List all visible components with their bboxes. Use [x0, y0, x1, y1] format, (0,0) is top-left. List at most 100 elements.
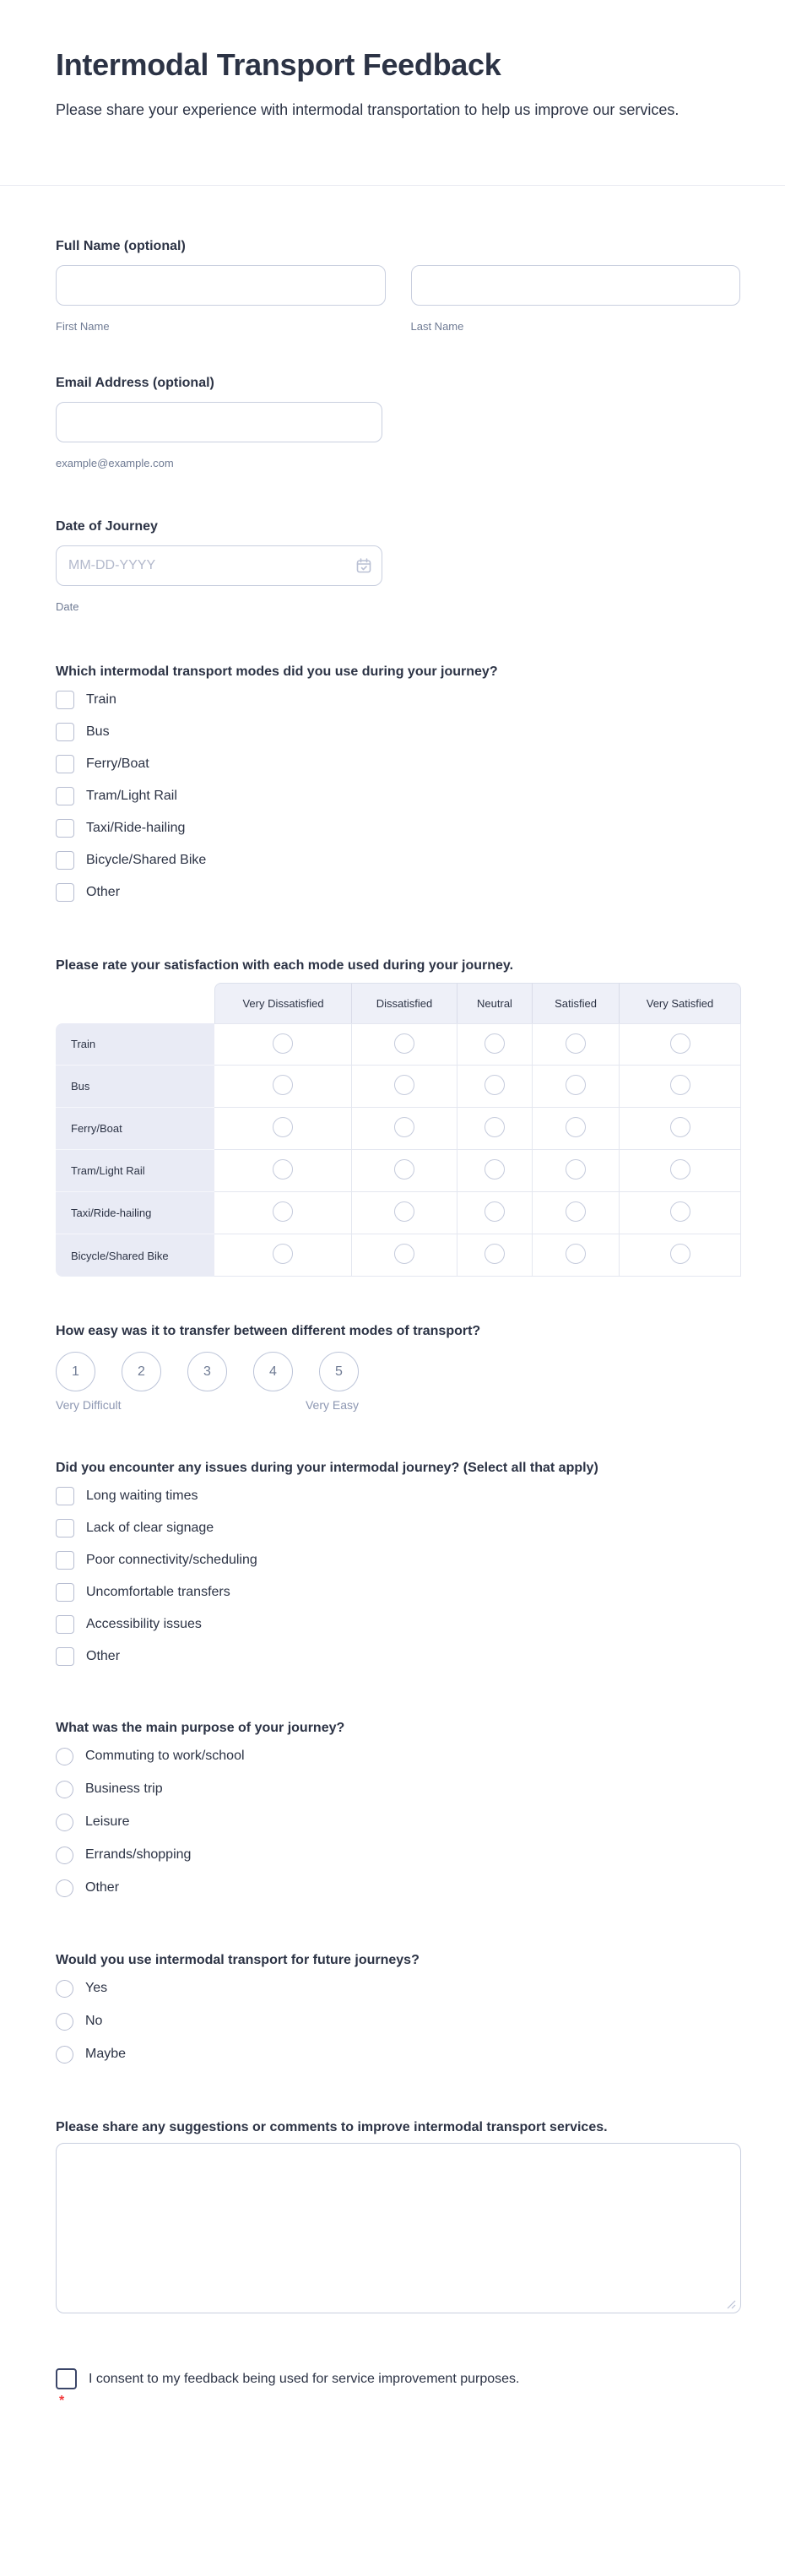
checkbox-icon[interactable]	[56, 691, 74, 709]
matrix-column-header: Dissatisfied	[352, 983, 457, 1023]
matrix-radio[interactable]	[566, 1201, 586, 1222]
checkbox-option-bicycle[interactable]: Bicycle/Shared Bike	[56, 851, 740, 870]
scale-option-3[interactable]: 3	[187, 1352, 227, 1391]
radio-option-leisure[interactable]: Leisure	[56, 1813, 740, 1831]
matrix-radio[interactable]	[566, 1117, 586, 1137]
checkbox-option-transfers[interactable]: Uncomfortable transfers	[56, 1583, 740, 1602]
radio-icon[interactable]	[56, 1879, 73, 1897]
matrix-radio[interactable]	[394, 1117, 414, 1137]
scale-option-1[interactable]: 1	[56, 1352, 95, 1391]
scale-option-2[interactable]: 2	[122, 1352, 161, 1391]
checkbox-icon[interactable]	[56, 1487, 74, 1505]
first-name-input[interactable]	[56, 265, 386, 306]
last-name-input[interactable]	[410, 265, 740, 306]
matrix-radio[interactable]	[394, 1033, 414, 1054]
checkbox-icon[interactable]	[56, 1519, 74, 1537]
radio-icon[interactable]	[56, 1813, 73, 1831]
checkbox-option-ferry[interactable]: Ferry/Boat	[56, 755, 740, 773]
matrix-radio[interactable]	[669, 1159, 690, 1180]
checkbox-icon[interactable]	[56, 1615, 74, 1634]
suggestions-textarea[interactable]	[56, 2143, 741, 2313]
matrix-radio[interactable]	[669, 1244, 690, 1264]
scale-option-5[interactable]: 5	[319, 1352, 359, 1391]
matrix-radio[interactable]	[566, 1159, 586, 1180]
date-input[interactable]	[56, 545, 382, 586]
matrix-radio[interactable]	[394, 1159, 414, 1180]
checkbox-option-waiting[interactable]: Long waiting times	[56, 1487, 740, 1505]
matrix-radio[interactable]	[273, 1117, 293, 1137]
resize-handle-icon[interactable]	[726, 2299, 736, 2309]
scale-option-4[interactable]: 4	[253, 1352, 293, 1391]
radio-option-errands[interactable]: Errands/shopping	[56, 1846, 740, 1864]
matrix-radio[interactable]	[566, 1075, 586, 1095]
checkbox-icon[interactable]	[56, 1551, 74, 1570]
radio-option-no[interactable]: No	[56, 2012, 740, 2031]
checkbox-icon[interactable]	[56, 819, 74, 838]
matrix-radio[interactable]	[485, 1033, 505, 1054]
checkbox-icon[interactable]	[56, 1647, 74, 1666]
matrix-row-taxi: Taxi/Ride-hailing	[56, 1192, 741, 1234]
matrix-radio[interactable]	[273, 1201, 293, 1222]
checkbox-icon[interactable]	[56, 723, 74, 741]
matrix-radio[interactable]	[566, 1033, 586, 1054]
radio-icon[interactable]	[56, 1747, 73, 1765]
email-input[interactable]	[56, 402, 382, 442]
checkbox-icon[interactable]	[56, 755, 74, 773]
radio-icon[interactable]	[56, 1780, 73, 1798]
question-purpose: What was the main purpose of your journe…	[56, 1720, 740, 1897]
checkbox-option-train[interactable]: Train	[56, 691, 740, 709]
checkbox-icon[interactable]	[56, 1583, 74, 1602]
matrix-radio[interactable]	[485, 1159, 505, 1180]
option-label: Other	[85, 1880, 120, 1895]
checkbox-option-taxi[interactable]: Taxi/Ride-hailing	[56, 819, 740, 838]
checkbox-option-issues-other[interactable]: Other	[56, 1647, 740, 1666]
radio-icon[interactable]	[56, 2045, 73, 2064]
matrix-radio[interactable]	[485, 1117, 505, 1137]
matrix-radio[interactable]	[273, 1159, 293, 1180]
matrix-row-ferry: Ferry/Boat	[56, 1108, 741, 1150]
checkbox-option-signage[interactable]: Lack of clear signage	[56, 1519, 740, 1537]
matrix-radio[interactable]	[273, 1244, 293, 1264]
question-issues: Did you encounter any issues during your…	[56, 1460, 740, 1666]
radio-icon[interactable]	[56, 1846, 73, 1864]
matrix-radio[interactable]	[669, 1075, 690, 1095]
matrix-radio[interactable]	[669, 1201, 690, 1222]
matrix-radio[interactable]	[394, 1201, 414, 1222]
matrix-radio[interactable]	[273, 1075, 293, 1095]
matrix-row-tram: Tram/Light Rail	[56, 1150, 741, 1192]
option-label: Yes	[85, 1981, 108, 1995]
matrix-radio[interactable]	[669, 1033, 690, 1054]
checkbox-option-other[interactable]: Other	[56, 883, 740, 902]
question-date: Date of Journey Date	[56, 518, 740, 613]
option-label: Long waiting times	[86, 1489, 198, 1503]
checkbox-option-tram[interactable]: Tram/Light Rail	[56, 787, 740, 805]
issues-label: Did you encounter any issues during your…	[56, 1461, 598, 1475]
radio-option-maybe[interactable]: Maybe	[56, 2045, 740, 2064]
option-label: Ferry/Boat	[86, 757, 149, 771]
checkbox-option-bus[interactable]: Bus	[56, 723, 740, 741]
matrix-radio[interactable]	[485, 1201, 505, 1222]
option-label: Accessibility issues	[86, 1617, 202, 1631]
radio-option-commuting[interactable]: Commuting to work/school	[56, 1747, 740, 1765]
option-label: Errands/shopping	[85, 1847, 192, 1862]
radio-option-yes[interactable]: Yes	[56, 1979, 740, 1998]
radio-icon[interactable]	[56, 2012, 73, 2031]
matrix-radio[interactable]	[394, 1244, 414, 1264]
radio-icon[interactable]	[56, 1979, 73, 1998]
matrix-radio[interactable]	[485, 1244, 505, 1264]
matrix-radio[interactable]	[485, 1075, 505, 1095]
scale-max-label: Very Easy	[305, 1398, 359, 1412]
consent-checkbox[interactable]	[56, 2368, 77, 2389]
checkbox-icon[interactable]	[56, 787, 74, 805]
checkbox-icon[interactable]	[56, 851, 74, 870]
radio-option-purpose-other[interactable]: Other	[56, 1879, 740, 1897]
checkbox-option-connectivity[interactable]: Poor connectivity/scheduling	[56, 1551, 740, 1570]
matrix-radio[interactable]	[566, 1244, 586, 1264]
matrix-radio[interactable]	[273, 1033, 293, 1054]
checkbox-option-accessibility[interactable]: Accessibility issues	[56, 1615, 740, 1634]
matrix-radio[interactable]	[669, 1117, 690, 1137]
radio-option-business[interactable]: Business trip	[56, 1780, 740, 1798]
checkbox-icon[interactable]	[56, 883, 74, 902]
matrix-radio[interactable]	[394, 1075, 414, 1095]
calendar-check-icon[interactable]	[355, 557, 372, 574]
